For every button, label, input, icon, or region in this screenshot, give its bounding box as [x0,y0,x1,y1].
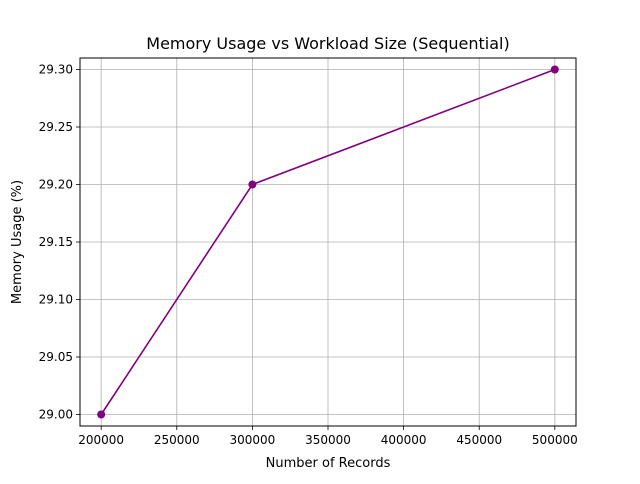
y-tick-label: 29.10 [39,293,73,307]
x-tick-label: 250000 [154,433,200,447]
y-tick-label: 29.15 [39,235,73,249]
x-tick-label: 400000 [381,433,427,447]
x-tick-label: 500000 [532,433,578,447]
series-layer [97,65,559,419]
y-tick-label: 29.30 [39,63,73,77]
data-point [248,180,257,189]
y-tick-label: 29.00 [39,408,73,422]
grid [80,58,576,426]
ticks: 200000 250000 300000 350000 400000 450000 5000… [39,63,578,448]
x-tick-label: 300000 [229,433,275,447]
data-point [97,410,106,419]
y-tick-label: 29.05 [39,350,73,364]
y-tick-label: 29.20 [39,178,73,192]
y-tick-label: 29.25 [39,120,73,134]
x-tick-label: 200000 [78,433,124,447]
x-tick-label: 450000 [456,433,502,447]
x-axis-label: Number of Records [266,456,391,471]
chart-title: Memory Usage vs Workload Size (Sequentia… [146,34,509,53]
y-axis-label: Memory Usage (%) [10,180,25,304]
data-point [550,65,559,74]
x-tick-label: 350000 [305,433,351,447]
